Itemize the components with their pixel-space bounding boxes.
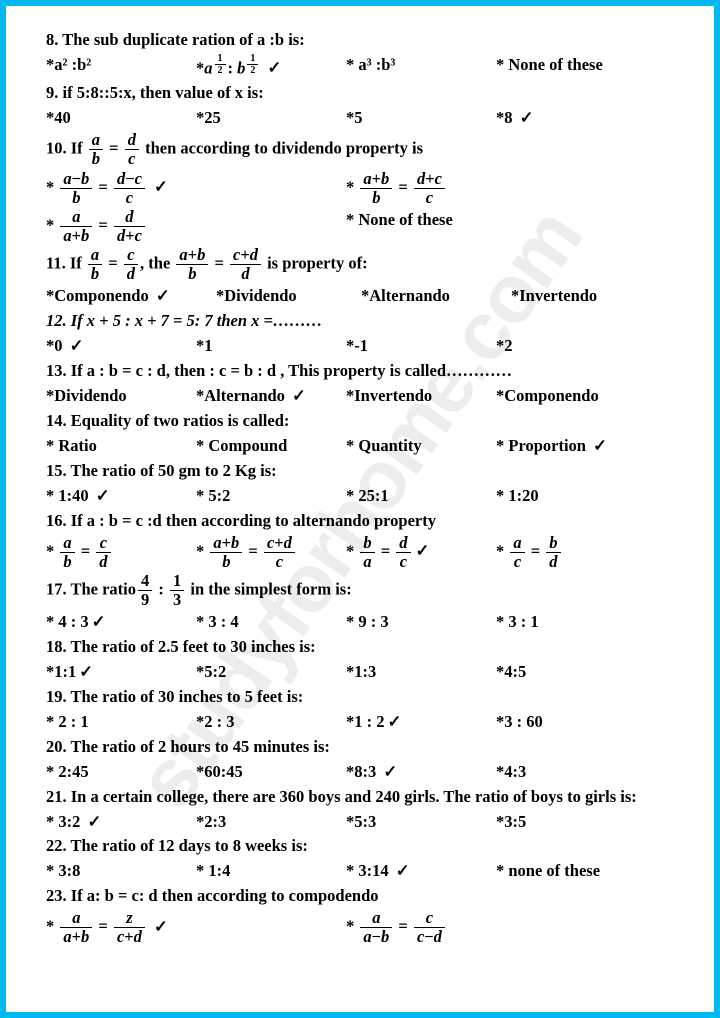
q8d: * None of these <box>496 53 646 80</box>
q20b: *60:45 <box>196 760 346 784</box>
q15c: * 25:1 <box>346 484 496 508</box>
q9d: *8 ✓ <box>496 106 646 130</box>
q11c: *Alternando <box>361 284 511 308</box>
q12: 12. If x + 5 : x + 7 = 5: 7 then x =……… <box>46 309 674 333</box>
q10b: * a+bb = d+cc <box>346 170 646 207</box>
q19-opts: * 2 : 1 *2 : 3 *1 : 2✓ *3 : 60 <box>46 710 674 734</box>
q12b: *1 <box>196 334 346 358</box>
q16d: * ac = bd <box>496 534 646 571</box>
q19b: *2 : 3 <box>196 710 346 734</box>
q22b: * 1:4 <box>196 859 346 883</box>
q21b: *2:3 <box>196 810 346 834</box>
q15a: * 1:40 ✓ <box>46 484 196 508</box>
q20a: * 2:45 <box>46 760 196 784</box>
q18: 18. The ratio of 2.5 feet to 30 inches i… <box>46 635 674 659</box>
q13d: *Componendo <box>496 384 646 408</box>
content: { "q8":{"text":"8. The sub duplicate rat… <box>6 6 714 969</box>
q8a: *a² :b² <box>46 53 196 80</box>
q20d: *4:3 <box>496 760 646 784</box>
q23a: * aa+b = zc+d ✓ <box>46 909 346 946</box>
q15b: * 5:2 <box>196 484 346 508</box>
q19a: * 2 : 1 <box>46 710 196 734</box>
q9a: *40 <box>46 106 196 130</box>
q22a: * 3:8 <box>46 859 196 883</box>
q23: 23. If a: b = c: d then according to com… <box>46 884 674 908</box>
q11a: *Componendo ✓ <box>46 284 216 308</box>
q8c: * a³ :b³ <box>346 53 496 80</box>
q21: 21. In a certain college, there are 360 … <box>46 785 674 809</box>
q11b: *Dividendo <box>216 284 361 308</box>
q8: 8. The sub duplicate ration of a :b is: <box>46 28 674 52</box>
q8-opts: *a² :b² *a12: b12 ✓ * a³ :b³ * None of t… <box>46 53 674 80</box>
q17c: * 9 : 3 <box>346 610 496 634</box>
q9: 9. if 5:8::5:x, then value of x is: <box>46 81 674 105</box>
q9b: *25 <box>196 106 346 130</box>
q15: 15. The ratio of 50 gm to 2 Kg is: <box>46 459 674 483</box>
q14-opts: * Ratio * Compound * Quantity * Proporti… <box>46 434 674 458</box>
q14d: * Proportion ✓ <box>496 434 646 458</box>
q8b: *a12: b12 ✓ <box>196 53 346 80</box>
q9-opts: *40 *25 *5 *8 ✓ <box>46 106 674 130</box>
q13b: *Alternando ✓ <box>196 384 346 408</box>
q23-opts: * aa+b = zc+d ✓ * aa−b = cc−d <box>46 909 674 946</box>
q14a: * Ratio <box>46 434 196 458</box>
q10-opts2: * aa+b = dd+c * None of these <box>46 208 674 245</box>
q12-opts: *0 ✓ *1 *-1 *2 <box>46 334 674 358</box>
q17: 17. The ratio49 : 13 in the simplest for… <box>46 572 674 609</box>
q19: 19. The ratio of 30 inches to 5 feet is: <box>46 685 674 709</box>
q17b: * 3 : 4 <box>196 610 346 634</box>
q22d: * none of these <box>496 859 646 883</box>
q23b: * aa−b = cc−d <box>346 909 646 946</box>
q22: 22. The ratio of 12 days to 8 weeks is: <box>46 834 674 858</box>
q12a: *0 ✓ <box>46 334 196 358</box>
q10: 10. If ab = dc then according to dividen… <box>46 131 674 168</box>
q14: 14. Equality of two ratios is called: <box>46 409 674 433</box>
q17a: * 4 : 3✓ <box>46 610 196 634</box>
q11: 11. If ab = cd, the a+bb = c+dd is prope… <box>46 246 674 283</box>
q10a: * a−bb = d−cc ✓ <box>46 170 346 207</box>
q10-opts1: * a−bb = d−cc ✓ * a+bb = d+cc <box>46 170 674 207</box>
q18c: *1:3 <box>346 660 496 684</box>
q13-opts: *Dividendo *Alternando ✓ *Invertendo *Co… <box>46 384 674 408</box>
q16-opts: * ab = cd * a+bb = c+dc * ba = dc✓ * ac … <box>46 534 674 571</box>
q19d: *3 : 60 <box>496 710 646 734</box>
q16: 16. If a : b = c :d then according to al… <box>46 509 674 533</box>
q16b: * a+bb = c+dc <box>196 534 346 571</box>
q16a: * ab = cd <box>46 534 196 571</box>
q10d: * None of these <box>346 208 646 245</box>
q12d: *2 <box>496 334 646 358</box>
q21c: *5:3 <box>346 810 496 834</box>
q13a: *Dividendo <box>46 384 196 408</box>
q11d: *Invertendo <box>511 284 597 308</box>
q19c: *1 : 2✓ <box>346 710 496 734</box>
q22-opts: * 3:8 * 1:4 * 3:14 ✓ * none of these <box>46 859 674 883</box>
q21a: * 3:2 ✓ <box>46 810 196 834</box>
q18d: *4:5 <box>496 660 646 684</box>
q20: 20. The ratio of 2 hours to 45 minutes i… <box>46 735 674 759</box>
q20-opts: * 2:45 *60:45 *8:3 ✓ *4:3 <box>46 760 674 784</box>
q15d: * 1:20 <box>496 484 646 508</box>
q17d: * 3 : 1 <box>496 610 646 634</box>
q9c: *5 <box>346 106 496 130</box>
q10c: * aa+b = dd+c <box>46 208 346 245</box>
q16c: * ba = dc✓ <box>346 534 496 571</box>
q12c: *-1 <box>346 334 496 358</box>
q18b: *5:2 <box>196 660 346 684</box>
q14c: * Quantity <box>346 434 496 458</box>
q21d: *3:5 <box>496 810 646 834</box>
q13: 13. If a : b = c : d, then : c = b : d ,… <box>46 359 674 383</box>
q18-opts: *1:1✓ *5:2 *1:3 *4:5 <box>46 660 674 684</box>
q15-opts: * 1:40 ✓ * 5:2 * 25:1 * 1:20 <box>46 484 674 508</box>
q13c: *Invertendo <box>346 384 496 408</box>
q18a: *1:1✓ <box>46 660 196 684</box>
q14b: * Compound <box>196 434 346 458</box>
q20c: *8:3 ✓ <box>346 760 496 784</box>
q21-opts: * 3:2 ✓ *2:3 *5:3 *3:5 <box>46 810 674 834</box>
q22c: * 3:14 ✓ <box>346 859 496 883</box>
q11-opts: *Componendo ✓ *Dividendo *Alternando *In… <box>46 284 674 308</box>
q17-opts: * 4 : 3✓ * 3 : 4 * 9 : 3 * 3 : 1 <box>46 610 674 634</box>
